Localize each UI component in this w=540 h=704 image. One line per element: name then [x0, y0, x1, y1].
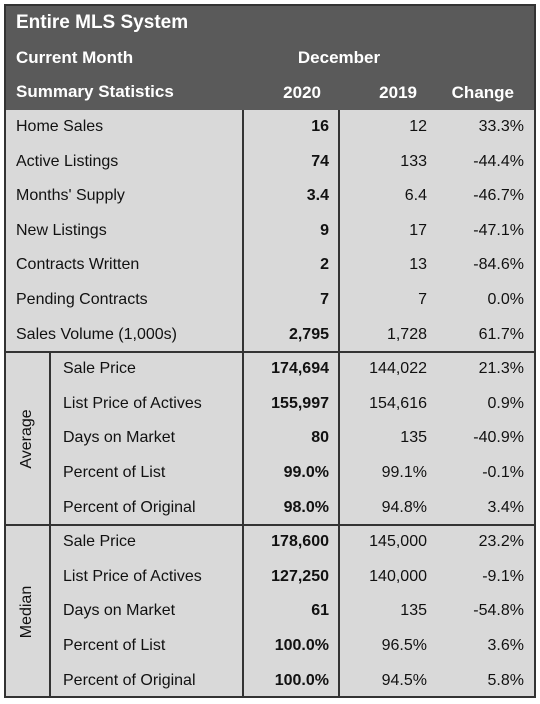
- cell: 135: [400, 602, 427, 620]
- column-header: 2020: [283, 83, 321, 102]
- cell: 155,997: [271, 394, 329, 412]
- cell: 94.8%: [381, 498, 427, 516]
- cell: 174,694: [271, 360, 329, 378]
- cell: -54.8%: [473, 602, 524, 620]
- period-label: Current Month: [16, 48, 134, 67]
- cell: 140,000: [369, 567, 427, 585]
- cell: 100.0%: [274, 637, 329, 654]
- cell: -84.6%: [473, 256, 524, 274]
- cell: 99.1%: [381, 464, 427, 481]
- cell: -9.1%: [482, 567, 524, 585]
- cell: 127,250: [271, 567, 329, 585]
- row-label: Percent of Original: [63, 498, 196, 516]
- cell: 61.7%: [478, 325, 524, 343]
- cell: 99.0%: [283, 464, 329, 481]
- cell: 21.3%: [478, 360, 524, 378]
- cell: 178,600: [271, 533, 329, 551]
- row-label: Percent of List: [63, 637, 166, 654]
- row-label: Sale Price: [63, 360, 136, 378]
- divider: [242, 110, 244, 699]
- cell: 12: [409, 118, 427, 135]
- row-label: Days on Market: [63, 602, 176, 620]
- cell: 135: [400, 429, 427, 447]
- group-label-border: [49, 352, 51, 526]
- group-divider: [4, 351, 536, 354]
- cell: 96.5%: [381, 637, 427, 654]
- cell: 61: [311, 602, 329, 620]
- cell: 13: [409, 256, 427, 274]
- row-label: List Price of Actives: [63, 567, 202, 585]
- cell: 80: [311, 429, 329, 447]
- group-divider: [4, 524, 536, 527]
- title: Entire MLS System: [16, 12, 189, 33]
- cell: 2: [320, 256, 329, 274]
- cell: 33.3%: [478, 118, 524, 135]
- row-label: Pending Contracts: [16, 291, 148, 308]
- row-label: Contracts Written: [16, 256, 140, 274]
- cell: 3.4%: [487, 498, 524, 516]
- month: December: [297, 48, 381, 67]
- row-label: Sale Price: [63, 533, 136, 551]
- row-label: Sales Volume (1,000s): [16, 325, 177, 343]
- cell: 98.0%: [283, 498, 329, 516]
- cell: -47.1%: [473, 221, 524, 239]
- cell: 9: [320, 221, 329, 239]
- row-label: Home Sales: [16, 118, 104, 135]
- cell: 17: [409, 221, 427, 239]
- cell: 133: [400, 152, 427, 170]
- cell: 0.0%: [487, 291, 524, 308]
- row-label: Active Listings: [16, 152, 119, 170]
- row-label: Days on Market: [63, 429, 176, 447]
- cell: 1,728: [386, 325, 427, 343]
- cell: 2,795: [288, 325, 329, 343]
- cell: -44.4%: [473, 152, 524, 170]
- cell: 7: [320, 291, 329, 308]
- cell: -46.7%: [473, 187, 524, 205]
- cell: 23.2%: [478, 533, 524, 551]
- cell: 7: [418, 291, 427, 308]
- outer-border: [4, 4, 536, 699]
- cell: 100.0%: [274, 671, 329, 689]
- cell: 5.8%: [487, 671, 524, 689]
- body-bg: [4, 110, 536, 699]
- cell: 154,616: [369, 394, 427, 412]
- column-header: 2019: [379, 83, 417, 102]
- group-label: Median: [18, 585, 35, 638]
- cell: 3.6%: [487, 637, 524, 654]
- cell: -40.9%: [473, 429, 524, 447]
- divider: [338, 110, 340, 699]
- group-label: Average: [18, 409, 35, 469]
- cell: 3.4: [306, 187, 329, 205]
- cell: -0.1%: [482, 464, 524, 481]
- cell: 16: [311, 118, 329, 135]
- row-label: New Listings: [16, 221, 107, 239]
- column-header: Change: [451, 83, 514, 102]
- row-label: Percent of List: [63, 464, 166, 481]
- cell: 144,022: [369, 360, 427, 378]
- row-label: List Price of Actives: [63, 394, 202, 412]
- cell: 6.4: [404, 187, 427, 205]
- header-bg: [4, 4, 536, 110]
- cell: 145,000: [369, 533, 427, 551]
- row-label: Months' Supply: [16, 187, 125, 205]
- cell: 0.9%: [487, 394, 524, 412]
- cell: 74: [311, 152, 329, 170]
- stats-label: Summary Statistics: [16, 82, 174, 101]
- group-label-border: [49, 525, 51, 699]
- row-label: Percent of Original: [63, 671, 196, 689]
- cell: 94.5%: [381, 671, 427, 689]
